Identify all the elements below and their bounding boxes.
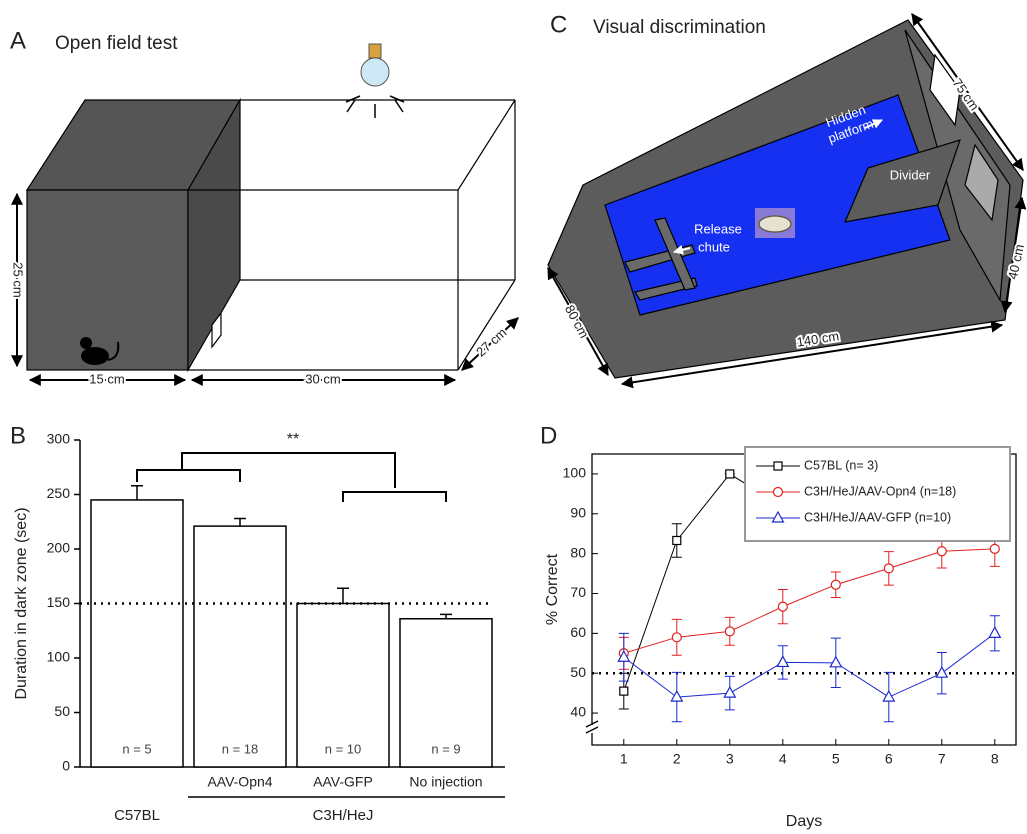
- panel-title: Open field test: [55, 33, 178, 54]
- figure: A Open field test 25 cm 15 cm 30 cm 27 c…: [0, 0, 1027, 834]
- marker: [883, 691, 894, 701]
- dim-label: 27 cm: [473, 325, 509, 360]
- marker: [778, 602, 787, 611]
- maze-label: chute: [698, 239, 730, 254]
- y-tick-label: 70: [570, 584, 586, 600]
- bulb-icon: [346, 44, 404, 118]
- n-label: n = 5: [122, 741, 151, 756]
- marker: [990, 544, 999, 553]
- bar: [91, 500, 183, 767]
- error-bar: [234, 518, 246, 526]
- marker: [884, 564, 893, 573]
- x-tick-label: 4: [779, 751, 787, 767]
- x-axis-label: Days: [786, 813, 822, 830]
- n-label: n = 10: [325, 741, 362, 756]
- marker: [936, 667, 947, 677]
- group-label: C3H/HeJ: [313, 807, 374, 824]
- panel-letter: A: [10, 27, 26, 54]
- y-tick-label: 60: [570, 624, 586, 640]
- marker: [620, 687, 628, 695]
- error-bar: [337, 588, 349, 603]
- legend-label: C3H/HeJ/AAV-Opn4 (n=18): [804, 484, 956, 498]
- maze-label: Divider: [890, 167, 931, 182]
- marker: [724, 687, 735, 697]
- y-axis-label: % Correct: [544, 553, 561, 625]
- n-label: n = 9: [431, 741, 460, 756]
- y-tick-label: 150: [47, 594, 71, 610]
- y-tick-label: 90: [570, 504, 586, 520]
- x-tick-label: 5: [832, 751, 840, 767]
- group-label: C57BL: [114, 807, 160, 824]
- box-drawing: [27, 100, 515, 370]
- panel-letter: B: [10, 422, 26, 449]
- significance-brackets: [137, 453, 446, 502]
- panel-a: A Open field test 25 cm 15 cm 30 cm 27 c…: [10, 27, 518, 386]
- y-axis-label: Duration in dark zone (sec): [13, 507, 30, 699]
- y-tick-label: 200: [47, 540, 71, 556]
- marker: [989, 627, 1000, 637]
- y-tick-label: 50: [570, 664, 586, 680]
- marker: [831, 580, 840, 589]
- marker: [672, 633, 681, 642]
- error-bar: [131, 486, 143, 500]
- y-tick-label: 100: [47, 649, 71, 665]
- marker: [937, 547, 946, 556]
- x-tick-label: AAV-Opn4: [207, 774, 272, 790]
- dim-label: 15 cm: [89, 371, 124, 386]
- significance: **: [287, 431, 299, 448]
- x-tick-label: AAV-GFP: [313, 774, 373, 790]
- x-tick-label: No injection: [409, 774, 482, 790]
- x-tick-label: 6: [885, 751, 893, 767]
- x-tick-label: 2: [673, 751, 681, 767]
- y-tick-label: 250: [47, 485, 71, 501]
- dim-label: 30 cm: [305, 371, 340, 386]
- x-tick-label: 1: [620, 751, 628, 767]
- n-label: n = 18: [222, 741, 259, 756]
- panel-letter: D: [540, 422, 557, 449]
- y-tick-label: 300: [47, 431, 71, 447]
- marker: [777, 656, 788, 666]
- y-tick-label: 80: [570, 544, 586, 560]
- y-tick-label: 50: [54, 703, 70, 719]
- panel-title: Visual discrimination: [593, 17, 766, 38]
- marker: [725, 627, 734, 636]
- x-tick-label: 8: [991, 751, 999, 767]
- panel-letter: C: [550, 11, 567, 38]
- marker: [671, 691, 682, 701]
- legend-label: C57BL (n= 3): [804, 458, 878, 472]
- y-tick-label: 0: [62, 758, 70, 774]
- x-tick-label: 3: [726, 751, 734, 767]
- marker: [774, 462, 782, 470]
- y-tick-label: 40: [570, 704, 586, 720]
- legend-label: C3H/HeJ/AAV-GFP (n=10): [804, 510, 951, 524]
- marker: [774, 488, 783, 497]
- marker: [726, 470, 734, 478]
- marker: [830, 657, 841, 667]
- panel-c: C Visual discrimination 75 cm 40 cm 140 …: [548, 11, 1027, 384]
- bar: [194, 526, 286, 767]
- y-tick-label: 100: [563, 465, 587, 481]
- series-line: [624, 633, 995, 697]
- maze-drawing: [548, 20, 1023, 378]
- x-tick-label: 7: [938, 751, 946, 767]
- dim-label: 25 cm: [11, 262, 26, 297]
- marker: [673, 536, 681, 544]
- maze-label: Release: [694, 221, 742, 236]
